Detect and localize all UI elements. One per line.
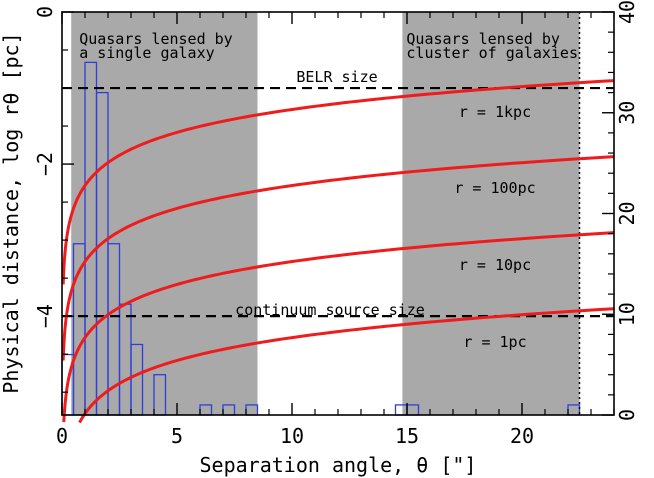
y2-tick-label: 0: [615, 409, 639, 421]
distance-curve: [61, 155, 615, 361]
x-axis-title: Separation angle, θ ["]: [200, 453, 477, 477]
y-tick-label: −4: [33, 304, 57, 328]
y2-tick-label: 20: [615, 201, 639, 225]
cluster-label-line1: Quasars lensed by: [406, 30, 560, 48]
single-galaxy-label-line2: a single galaxy: [79, 44, 214, 62]
y-tick-label: −2: [33, 152, 57, 176]
curve-label-100pc: r = 100pc: [454, 179, 535, 197]
x-tick-label: 15: [395, 424, 419, 448]
belr-size-label: BELR size: [296, 68, 377, 86]
x-tick-label: 0: [56, 424, 68, 448]
curve-label-10pc: r = 10pc: [459, 256, 531, 274]
x-tick-label: 5: [171, 424, 183, 448]
reference-lines: [62, 12, 614, 415]
x-tick-label: 10: [280, 424, 304, 448]
distance-curve: [78, 307, 615, 424]
cluster-label-line2: cluster of galaxies: [406, 44, 578, 62]
continuum-source-size-label: continuum source size: [235, 301, 425, 319]
axis-ticks: 0 5 10 15 20 0 −2 −4 0 10 20 30 40: [33, 0, 639, 448]
y2-tick-label: 30: [615, 101, 639, 125]
distance-curves: [61, 79, 615, 424]
shaded-regions: [71, 12, 580, 415]
single-galaxy-label-line1: Quasars lensed by: [79, 30, 233, 48]
y2-tick-label: 10: [615, 302, 639, 326]
y-tick-label: 0: [33, 6, 57, 18]
curve-label-1kpc: r = 1kpc: [459, 103, 531, 121]
distance-curve: [62, 231, 615, 423]
y-axis-title: Physical distance, log rθ [pc]: [0, 32, 23, 393]
x-tick-label: 20: [510, 424, 534, 448]
y2-tick-label: 40: [615, 0, 639, 24]
shaded-region-2: [402, 12, 580, 415]
distance-curve: [61, 79, 615, 285]
curve-label-1pc: r = 1pc: [463, 333, 526, 351]
annotations: Quasars lensed by a single galaxy Quasar…: [0, 30, 578, 477]
